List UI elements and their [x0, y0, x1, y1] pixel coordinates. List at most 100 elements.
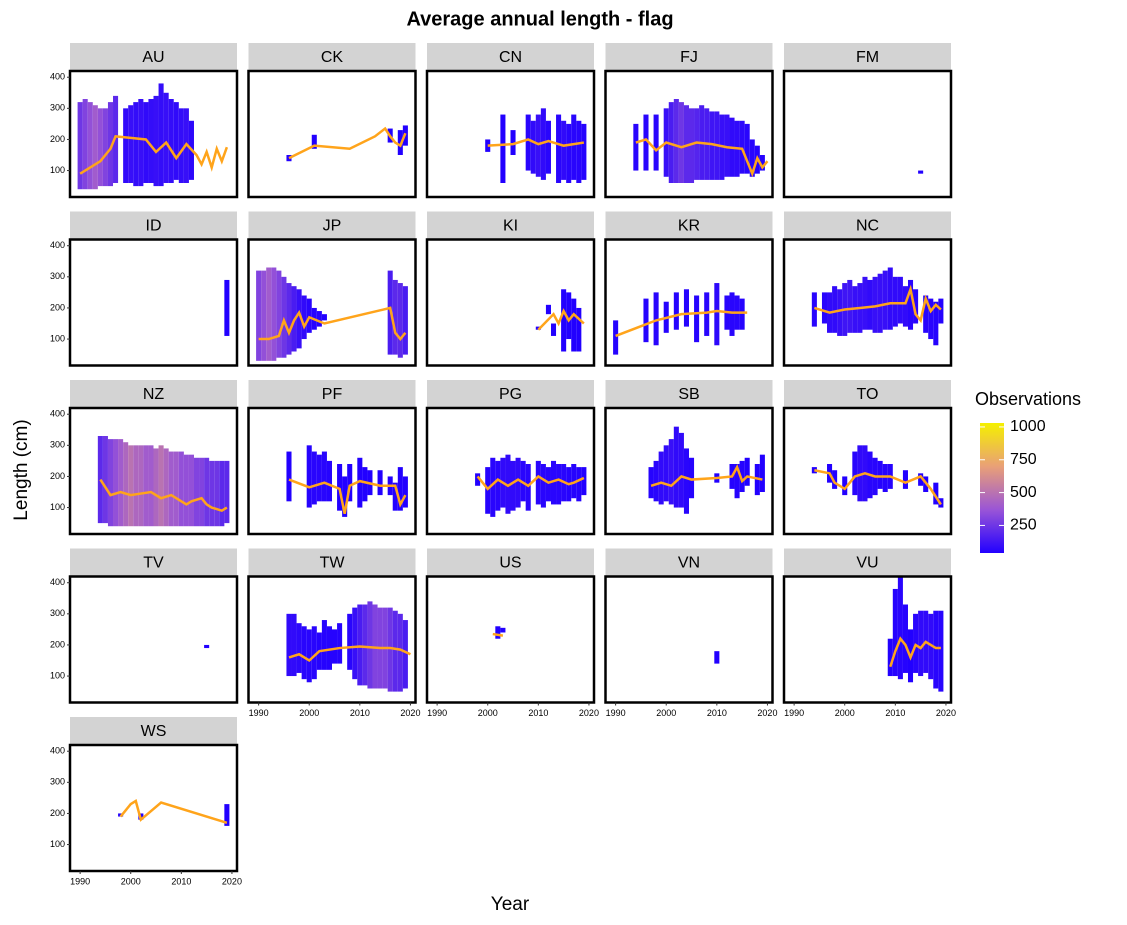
- legend-tick-label: 750: [1010, 451, 1037, 468]
- heat-tile: [475, 473, 481, 486]
- heat-tile: [694, 108, 700, 180]
- heat-tile: [714, 651, 720, 664]
- heat-tile: [739, 460, 745, 492]
- heat-tile: [550, 460, 557, 505]
- heat-tile: [143, 102, 149, 183]
- heat-tile: [561, 289, 567, 352]
- chart-title: Average annual length - flag: [406, 8, 673, 30]
- heat-tile: [193, 457, 200, 527]
- strip-label: VU: [856, 555, 878, 572]
- heat-tile: [576, 120, 582, 183]
- heat-tile: [163, 448, 169, 527]
- x-tick-label: 1990: [427, 708, 447, 718]
- heat-tile: [102, 436, 108, 524]
- x-tick-label: 2020: [936, 708, 956, 718]
- x-tick-label: 2000: [835, 708, 855, 718]
- mean-line: [889, 636, 941, 668]
- heat-tile: [902, 286, 908, 327]
- heat-tile: [276, 270, 282, 358]
- heat-tile: [857, 445, 863, 502]
- strip-label: CN: [499, 49, 522, 66]
- y-tick-label: 100: [50, 670, 65, 680]
- heat-tile: [342, 476, 348, 517]
- strip: [784, 380, 951, 408]
- heat-tile: [306, 445, 312, 508]
- heat-tile: [683, 448, 689, 514]
- mean-line: [288, 478, 407, 515]
- heat-tile: [128, 445, 134, 527]
- heat-tile: [566, 292, 572, 340]
- panel-border: [782, 69, 953, 199]
- heat-tile: [219, 460, 225, 527]
- heat-tile: [500, 114, 506, 183]
- heat-tile: [525, 464, 531, 511]
- x-tick-label: 2000: [656, 708, 676, 718]
- heat-tile: [837, 289, 843, 336]
- panel-border: [604, 69, 774, 199]
- heat-tile: [214, 460, 220, 527]
- heat-tile: [852, 451, 858, 496]
- strip: [605, 43, 773, 71]
- heat-tile: [337, 623, 343, 664]
- heat-tile: [92, 105, 98, 190]
- heat-tile: [643, 114, 649, 171]
- heat-tile: [933, 482, 939, 505]
- panel-border: [425, 238, 596, 367]
- heat-tile: [188, 454, 194, 527]
- heat-tile: [153, 95, 159, 187]
- heat-tile: [571, 464, 577, 499]
- heat-tile: [643, 298, 649, 343]
- x-tick-label: 2010: [707, 708, 727, 718]
- strip: [70, 380, 237, 408]
- strip: [605, 211, 773, 240]
- strip-label: WS: [141, 723, 167, 740]
- heat-tile: [402, 620, 408, 689]
- strip: [248, 211, 416, 240]
- strip: [248, 43, 416, 71]
- mean-line: [288, 645, 411, 663]
- heat-tile: [133, 445, 139, 527]
- x-tick-label: 2020: [222, 876, 242, 886]
- x-tick-label: 1990: [249, 708, 269, 718]
- heat-tile: [689, 108, 695, 183]
- heat-tile: [897, 576, 903, 680]
- heat-tile: [581, 123, 587, 180]
- heat-tile: [821, 292, 828, 324]
- strip-label: TO: [857, 386, 879, 403]
- heat-tile: [224, 279, 230, 336]
- strip-label: AU: [142, 49, 164, 66]
- x-tick-label: 1990: [606, 708, 626, 718]
- heat-tile: [668, 439, 674, 505]
- heat-tile: [566, 123, 572, 183]
- heat-tile: [704, 292, 710, 336]
- heat-tile: [224, 460, 230, 524]
- heat-tile: [515, 457, 521, 508]
- y-tick-label: 300: [50, 440, 65, 450]
- strip-label: FJ: [680, 49, 698, 66]
- heat-tile: [397, 283, 403, 358]
- heat-tile: [286, 451, 292, 502]
- heat-tile: [902, 604, 908, 673]
- y-tick-label: 200: [50, 808, 65, 818]
- heat-tile: [271, 267, 277, 361]
- x-tick-label: 2020: [757, 708, 777, 718]
- heat-tile: [505, 454, 511, 514]
- heat-tile: [683, 289, 689, 327]
- heat-tile: [882, 464, 888, 492]
- heat-tile: [306, 629, 312, 683]
- strip: [248, 380, 416, 408]
- heat-tile: [148, 445, 154, 527]
- mean-line: [476, 474, 585, 491]
- mean-line: [537, 308, 585, 331]
- strip: [784, 548, 951, 577]
- heat-tile: [923, 295, 929, 333]
- heat-tile: [118, 439, 124, 527]
- heat-tile: [82, 99, 88, 190]
- heat-tile: [520, 460, 526, 502]
- heat-tile: [296, 623, 302, 673]
- strip: [605, 380, 773, 408]
- heat-tile: [102, 108, 108, 187]
- heat-tile: [545, 120, 551, 174]
- heat-tile: [613, 320, 619, 355]
- heat-tile: [571, 114, 577, 180]
